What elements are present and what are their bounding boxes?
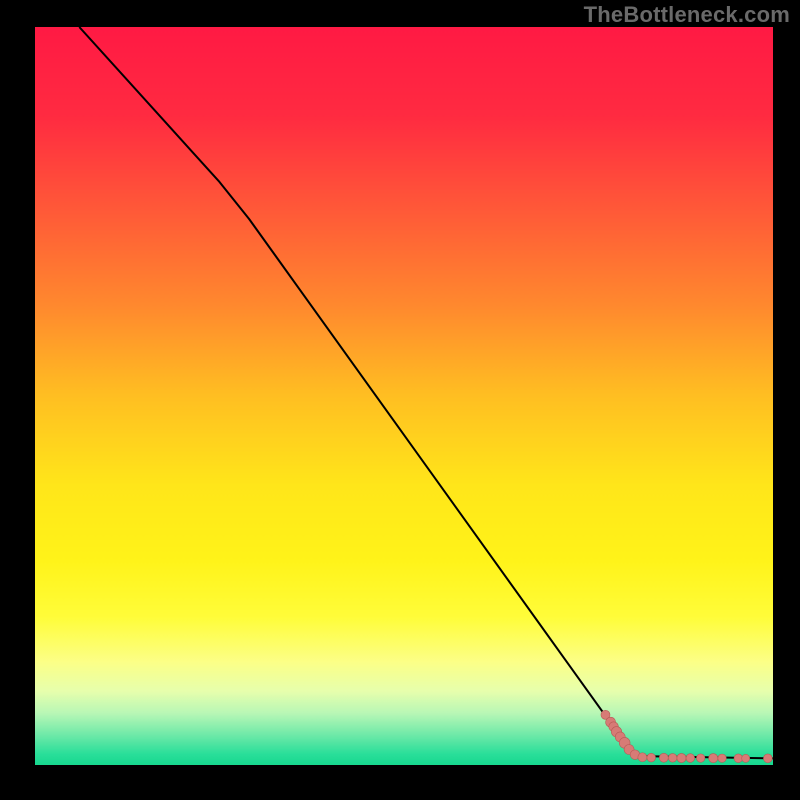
watermark-text: TheBottleneck.com: [584, 2, 790, 28]
chart-container: TheBottleneck.com: [0, 0, 800, 800]
gradient-background: [35, 27, 773, 765]
plot-area: [35, 27, 773, 765]
